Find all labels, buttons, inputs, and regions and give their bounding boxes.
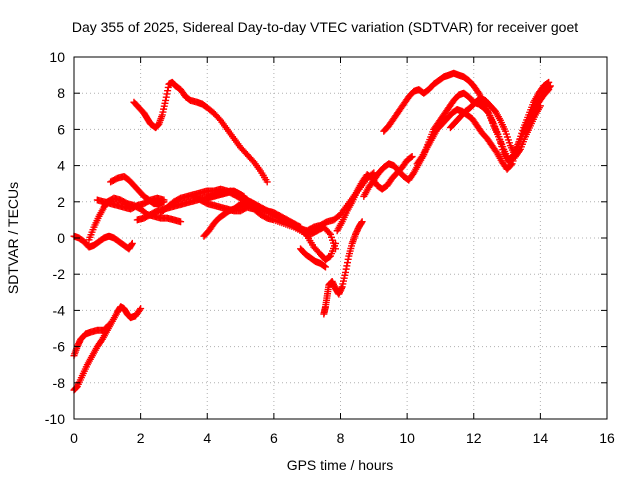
y-tick-label: 0 (57, 230, 65, 246)
x-tick-label: 10 (399, 430, 415, 446)
x-tick-label: 4 (203, 430, 211, 446)
data-point (137, 305, 145, 313)
series-1 (70, 303, 145, 394)
chart-title: Day 355 of 2025, Sidereal Day-to-day VTE… (72, 19, 578, 35)
y-tick-label: 2 (57, 194, 65, 210)
series-12 (203, 187, 340, 264)
x-tick-label: 0 (70, 430, 78, 446)
data-point (536, 102, 544, 110)
data-point (160, 198, 168, 206)
data-point (136, 306, 144, 314)
series-3 (70, 232, 136, 253)
data-point (322, 263, 330, 271)
data-point (407, 153, 415, 161)
x-tick-label: 6 (270, 430, 278, 446)
grid (74, 57, 607, 419)
data-point (263, 178, 271, 186)
series-13 (297, 245, 330, 271)
data-point (105, 321, 113, 329)
data-point (515, 147, 523, 155)
data-point (128, 239, 136, 247)
x-tick-label: 2 (137, 430, 145, 446)
y-tick-label: -2 (53, 266, 66, 282)
ticks: 0 2 4 6 8 10 12 14 16 -10 -8 -6 -4 -2 0 2 4 6 8 10 (45, 49, 615, 446)
data-point (104, 322, 112, 330)
data-point (321, 262, 329, 270)
series-15 (333, 153, 416, 235)
x-tick-label: 12 (466, 430, 482, 446)
y-tick-label: -4 (53, 302, 66, 318)
series-19 (446, 95, 544, 161)
series-18 (413, 82, 554, 173)
data-point (177, 218, 185, 226)
data-point (325, 229, 333, 237)
y-tick-label: 4 (57, 158, 65, 174)
x-tick-label: 14 (533, 430, 549, 446)
data-point (408, 153, 416, 161)
data-point (358, 218, 366, 226)
series-6 (107, 172, 168, 208)
x-tick-label: 8 (337, 430, 345, 446)
x-tick-label: 16 (599, 430, 615, 446)
x-axis-label: GPS time / hours (287, 457, 394, 473)
y-tick-label: -6 (53, 339, 66, 355)
data-layer (70, 69, 554, 394)
series-14 (320, 218, 366, 318)
data-point (332, 239, 340, 247)
y-tick-label: 8 (57, 85, 65, 101)
data-point (507, 161, 515, 169)
y-tick-label: -8 (53, 375, 66, 391)
y-tick-label: -10 (45, 411, 65, 427)
data-point (546, 82, 554, 90)
series-7 (130, 78, 271, 186)
y-axis-label: SDTVAR / TECUs (5, 182, 21, 294)
y-tick-label: 10 (49, 49, 65, 65)
y-tick-label: 6 (57, 121, 65, 137)
